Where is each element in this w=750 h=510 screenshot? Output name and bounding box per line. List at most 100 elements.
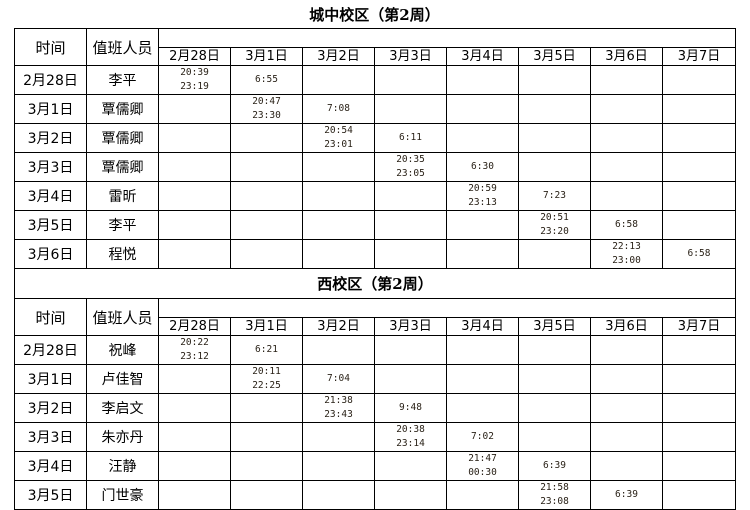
time-cell xyxy=(518,65,591,95)
time-cell xyxy=(590,94,663,124)
time-cell: 20:38 23:14 xyxy=(374,422,447,452)
header-row: 时间 值班人员 xyxy=(14,28,736,66)
time-cell xyxy=(158,181,231,211)
time-cell xyxy=(518,422,591,452)
date-header: 3月2日 xyxy=(302,317,375,336)
time-cell xyxy=(590,364,663,394)
time-cell: 6:55 xyxy=(230,65,303,95)
time-cell: 20:59 23:13 xyxy=(446,181,519,211)
date-header: 3月3日 xyxy=(374,317,447,336)
table-row: 3月4日 雷昕 20:59 23:13 7:23 xyxy=(14,181,736,211)
time-cell xyxy=(302,65,375,95)
time-value: 23:01 xyxy=(324,139,353,150)
section-title-xi: 西校区（第2周） xyxy=(14,268,736,299)
time-value: 23:20 xyxy=(540,226,569,237)
time-cell xyxy=(518,239,591,269)
time-cell xyxy=(302,335,375,365)
time-value: 23:19 xyxy=(180,81,209,92)
time-cell xyxy=(302,422,375,452)
time-cell: 7:08 xyxy=(302,94,375,124)
time-cell xyxy=(518,335,591,365)
time-value: 7:04 xyxy=(327,373,350,384)
time-cell xyxy=(374,335,447,365)
time-value: 23:14 xyxy=(396,438,425,449)
time-value: 6:58 xyxy=(687,248,711,259)
time-cell: 7:04 xyxy=(302,364,375,394)
time-cell xyxy=(518,152,591,182)
time-cell xyxy=(230,123,303,153)
time-cell xyxy=(230,152,303,182)
time-value: 00:30 xyxy=(468,467,497,478)
row-date: 3月1日 xyxy=(14,364,87,394)
time-cell: 6:11 xyxy=(374,123,447,153)
time-value: 7:02 xyxy=(471,431,494,442)
time-cell xyxy=(230,480,303,510)
time-value: 6:58 xyxy=(615,219,638,230)
time-cell xyxy=(230,181,303,211)
row-date: 3月4日 xyxy=(14,451,87,481)
time-value: 6:39 xyxy=(615,489,638,500)
time-value: 23:12 xyxy=(180,351,209,362)
header-person: 值班人员 xyxy=(86,28,159,66)
date-header: 3月7日 xyxy=(662,317,736,336)
time-cell xyxy=(590,335,663,365)
time-value: 9:48 xyxy=(399,402,422,413)
time-cell: 21:38 23:43 xyxy=(302,393,375,423)
time-value: 20:38 xyxy=(396,424,425,435)
time-cell: 9:48 xyxy=(374,393,447,423)
table-row: 3月5日 门世豪 21:58 23:08 6:39 xyxy=(14,480,736,510)
time-cell: 6:39 xyxy=(518,451,591,481)
time-cell: 20:47 23:30 xyxy=(230,94,303,124)
time-cell: 20:35 23:05 xyxy=(374,152,447,182)
row-date: 2月28日 xyxy=(14,335,87,365)
time-cell xyxy=(302,181,375,211)
row-date: 3月3日 xyxy=(14,422,87,452)
header-time: 时间 xyxy=(14,298,87,336)
date-header: 3月5日 xyxy=(518,317,591,336)
row-date: 3月6日 xyxy=(14,239,87,269)
row-person: 覃儒卿 xyxy=(86,94,159,124)
time-cell xyxy=(446,239,519,269)
table-row: 2月28日 李平 20:39 23:19 6:55 xyxy=(14,65,736,95)
time-value: 7:08 xyxy=(327,103,350,114)
time-cell: 20:11 22:25 xyxy=(230,364,303,394)
time-cell xyxy=(374,94,447,124)
time-cell xyxy=(302,480,375,510)
duty-schedule-table: 时间 值班人员 2月28日 3月1日 3月2日 3月3日 3月4日 3月5日 3月6日 3月7日 2… xyxy=(14,28,736,510)
time-cell xyxy=(662,152,736,182)
time-cell: 6:58 xyxy=(590,210,663,240)
date-header: 3月2日 xyxy=(302,47,375,66)
time-cell xyxy=(158,123,231,153)
table-row: 3月4日 汪静 21:47 00:30 6:39 xyxy=(14,451,736,481)
time-value: 20:59 xyxy=(468,183,497,194)
time-cell xyxy=(158,480,231,510)
date-header: 3月1日 xyxy=(230,317,303,336)
time-cell xyxy=(374,364,447,394)
time-value: 23:00 xyxy=(612,255,641,266)
time-value: 23:05 xyxy=(396,168,425,179)
time-value: 21:47 xyxy=(468,453,497,464)
table-row: 3月3日 朱亦丹 20:38 23:14 7:02 xyxy=(14,422,736,452)
time-cell: 7:02 xyxy=(446,422,519,452)
time-cell xyxy=(230,422,303,452)
time-cell xyxy=(158,364,231,394)
time-cell xyxy=(158,422,231,452)
table-row: 2月28日 祝峰 20:22 23:12 6:21 xyxy=(14,335,736,365)
time-cell xyxy=(230,393,303,423)
time-cell xyxy=(446,65,519,95)
time-value: 20:54 xyxy=(324,125,353,136)
date-header: 3月7日 xyxy=(662,47,736,66)
date-header: 2月28日 xyxy=(158,317,231,336)
time-cell xyxy=(446,123,519,153)
time-cell: 21:58 23:08 xyxy=(518,480,591,510)
time-value: 6:11 xyxy=(399,132,422,143)
time-value: 6:55 xyxy=(255,74,278,85)
time-cell xyxy=(302,239,375,269)
time-cell xyxy=(302,210,375,240)
time-cell xyxy=(518,123,591,153)
time-cell xyxy=(590,393,663,423)
time-cell xyxy=(662,65,736,95)
time-value: 23:30 xyxy=(252,110,281,121)
time-cell xyxy=(158,94,231,124)
date-header: 3月6日 xyxy=(590,317,663,336)
